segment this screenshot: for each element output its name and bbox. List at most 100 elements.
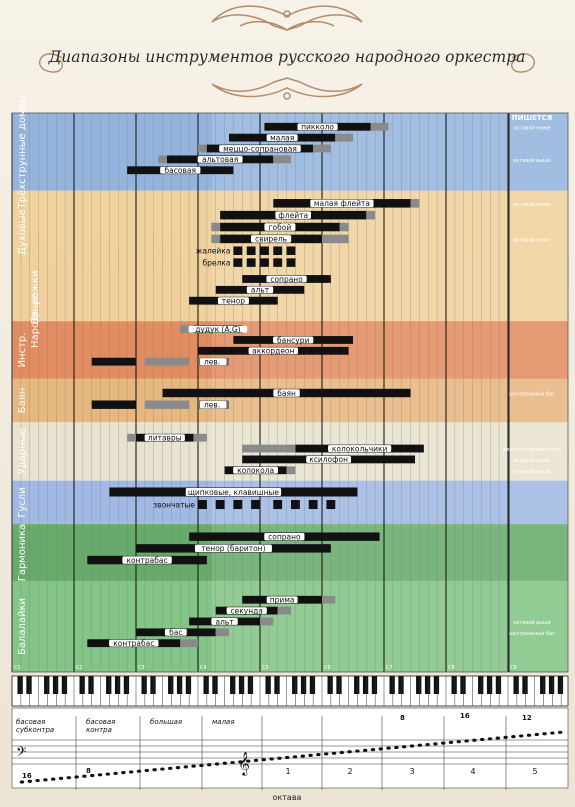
note-25 xyxy=(214,762,220,766)
note-17 xyxy=(152,768,157,772)
band-shade-5 xyxy=(212,378,568,423)
note-41 xyxy=(339,750,344,755)
bar-block-7-1-6 xyxy=(308,500,318,510)
bar-label-4-1: бансури xyxy=(277,336,309,345)
note-58 xyxy=(472,738,477,742)
note-63 xyxy=(511,735,516,739)
note-53 xyxy=(433,742,438,746)
bar-label-box-9-4 xyxy=(109,639,159,647)
bar-block-7-1-3 xyxy=(251,500,260,510)
bar-label-box-7-0 xyxy=(185,487,282,496)
note-32 xyxy=(269,757,274,761)
black-key-1 xyxy=(26,676,32,694)
bar-label-1-2: гобой xyxy=(269,223,292,232)
bar-label-1-3: свирель xyxy=(255,235,287,244)
note-19 xyxy=(168,766,173,770)
bar-label-0-4: басовая xyxy=(165,166,196,175)
bar-ext-6-3 xyxy=(286,466,296,475)
black-key-40 xyxy=(371,676,378,694)
note-37 xyxy=(308,753,313,757)
bar-block-1-5-0 xyxy=(233,258,243,267)
bar-block-7-1-0 xyxy=(198,500,207,510)
written-note-6-3: октавой выше xyxy=(513,468,550,475)
octave-number-3: 4 xyxy=(470,767,475,776)
black-key-49 xyxy=(451,676,457,694)
piano-keyboard xyxy=(11,675,569,707)
bar-label-box-9-1 xyxy=(226,607,267,615)
bar-block-1-4-2 xyxy=(260,246,269,256)
bar-label-box-0-4 xyxy=(160,166,201,174)
bar-ext-9-3 xyxy=(215,628,229,637)
note-9 xyxy=(90,773,95,778)
bar-ext-4-3 xyxy=(144,357,190,366)
bar-label-1-5: брелка xyxy=(203,258,231,267)
bar-label-6-1: колокольчики xyxy=(332,444,388,453)
written-note-6-2: октавой ниже xyxy=(514,457,551,464)
black-key-5 xyxy=(61,676,68,694)
bar-pre-1-3-0 xyxy=(211,234,221,244)
black-key-18 xyxy=(176,676,183,694)
bar-block-7-1-5 xyxy=(291,500,300,510)
black-key-21 xyxy=(203,676,209,694)
bar-label-9-4: контрабас xyxy=(113,639,154,648)
octave-mark-1: 8 xyxy=(86,767,91,775)
note-40 xyxy=(331,751,337,755)
black-key-19 xyxy=(185,676,192,694)
bar-label-9-2: альт xyxy=(215,617,234,626)
bar-label-box-9-0 xyxy=(266,596,298,604)
bar-ext-6-0 xyxy=(193,433,207,442)
bar-block-1-4-0 xyxy=(233,246,243,256)
black-key-33 xyxy=(309,676,316,694)
bar-block-1-4-4 xyxy=(286,246,296,256)
black-key-7 xyxy=(79,676,85,694)
bar-block-7-1-4 xyxy=(273,500,283,510)
bar-label-box-8-1 xyxy=(194,544,272,553)
note-39 xyxy=(324,752,329,756)
note-43 xyxy=(355,749,360,753)
bar-block-1-4-3 xyxy=(273,246,283,256)
bar-label-box-5-0 xyxy=(273,389,300,397)
black-key-35 xyxy=(327,676,333,694)
note-5 xyxy=(58,776,64,781)
note-1 xyxy=(27,779,32,783)
bar-pre-0-3-0 xyxy=(158,155,167,164)
bar-label-box-6-2 xyxy=(306,456,352,463)
note-54 xyxy=(441,741,446,745)
note-14 xyxy=(129,770,134,774)
bar-label-8-2: контрабас xyxy=(127,556,168,565)
bar-label-4-2: аккордеон xyxy=(252,347,294,356)
bar-label-6-2: ксилофон xyxy=(309,455,348,464)
bar-label-box-4-2 xyxy=(248,347,298,355)
note-16 xyxy=(144,768,149,773)
note-52 xyxy=(425,742,430,747)
note-69 xyxy=(558,730,563,734)
note-20 xyxy=(175,766,181,770)
black-key-38 xyxy=(354,676,360,694)
note-59 xyxy=(480,737,485,742)
black-key-24 xyxy=(230,676,236,694)
c-label-1: C2 xyxy=(76,665,83,671)
c-label-5: C6 xyxy=(324,665,331,671)
black-key-26 xyxy=(247,676,254,694)
note-56 xyxy=(456,740,461,744)
bar-label-box-1-0 xyxy=(310,199,374,208)
bar-ext-0-2 xyxy=(313,144,331,153)
treble-clef-icon: 𝄞 xyxy=(238,751,250,776)
black-key-25 xyxy=(238,676,245,694)
black-key-4 xyxy=(52,676,59,694)
bar-label-0-1: малая xyxy=(270,133,294,142)
note-18 xyxy=(160,767,165,771)
note-15 xyxy=(136,769,142,773)
group-label-8: Гармоника xyxy=(17,524,28,581)
written-note-0-3: октавой выше xyxy=(513,157,550,164)
note-68 xyxy=(550,731,555,735)
octave-name-3-0: малая xyxy=(212,718,235,726)
black-key-43 xyxy=(398,676,404,694)
note-47 xyxy=(386,746,391,750)
note-28 xyxy=(238,760,243,764)
bar-label-box-9-3 xyxy=(164,628,187,636)
title-scroll-icon xyxy=(39,53,535,73)
c-label-7: C8 xyxy=(448,665,455,671)
bar-label-box-2-1 xyxy=(246,286,274,294)
